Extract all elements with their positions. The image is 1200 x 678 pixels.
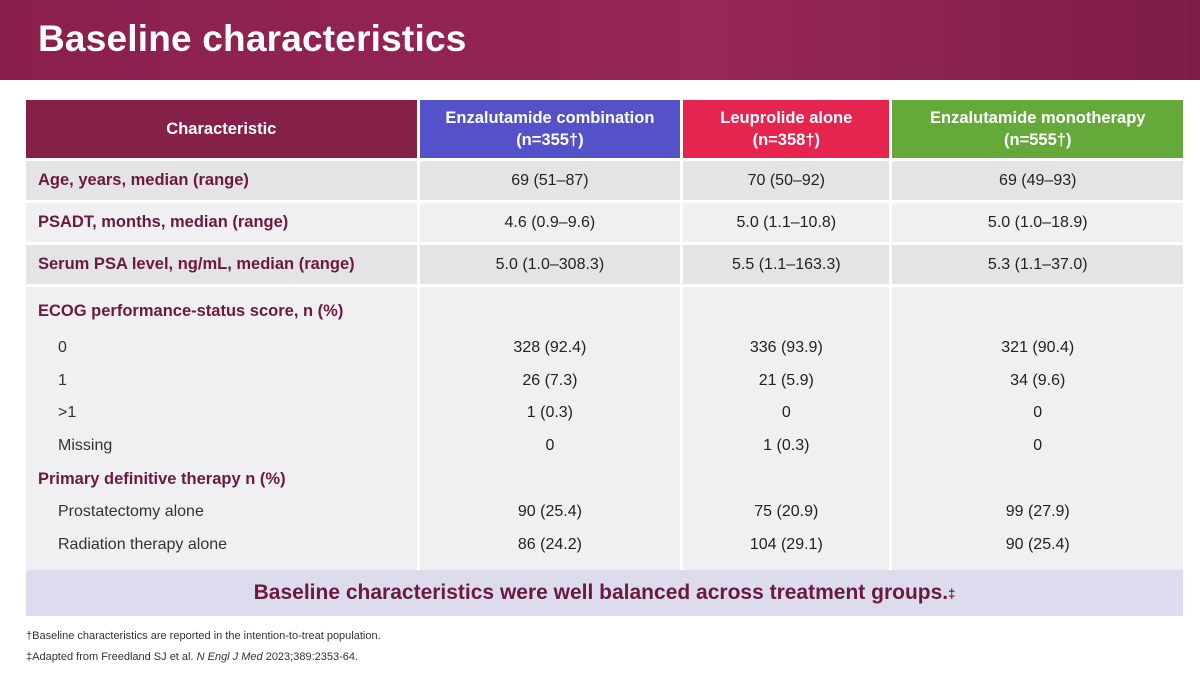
footnote-reference-suffix: 2023;389:2353-64. [262, 651, 359, 663]
cell-leuprolide: 336 (93.9) [683, 332, 890, 365]
header-col2-n: (n=358†) [752, 131, 821, 149]
header-col3-name: Enzalutamide monotherapy [930, 109, 1146, 127]
cell-leuprolide: 5.5 (1.1–163.3) [683, 242, 890, 284]
cell-combination: 1 (0.3) [419, 397, 681, 430]
header-enzalutamide-combination: Enzalutamide combination (n=355†) [419, 100, 681, 158]
table-row-psadt: PSADT, months, median (range) 4.6 (0.9–9… [26, 200, 1183, 242]
table-row-radiation-alone: Radiation therapy alone 86 (24.2) 104 (2… [26, 528, 1183, 561]
cell-leuprolide: 0 [683, 397, 890, 430]
section-label-ecog: ECOG performance-status score, n (%) [26, 284, 417, 332]
cell-combination: 328 (92.4) [419, 332, 681, 365]
header-col1-n: (n=355†) [516, 131, 584, 149]
row-label: Prostatectomy alone [26, 496, 417, 529]
cell-leuprolide: 5.0 (1.1–10.8) [683, 200, 890, 242]
table-header-row: Characteristic Enzalutamide combination … [26, 100, 1183, 158]
table-row-prostatectomy-alone: Prostatectomy alone 90 (25.4) 75 (20.9) … [26, 496, 1183, 529]
footnote-reference: ‡Adapted from Freedland SJ et al. N Engl… [26, 651, 358, 663]
row-label: 0 [26, 332, 417, 365]
title-bar: Baseline characteristics [0, 0, 1200, 80]
conclusion-footnote-mark: ‡ [948, 585, 956, 601]
cell-leuprolide: 21 (5.9) [683, 364, 890, 397]
header-leuprolide-alone: Leuprolide alone (n=358†) [683, 100, 890, 158]
cell-combination: 90 (25.4) [419, 496, 681, 529]
table-row-ecog-0: 0 328 (92.4) 336 (93.9) 321 (90.4) [26, 332, 1183, 365]
header-col2-name: Leuprolide alone [720, 109, 853, 127]
cell-monotherapy: 5.0 (1.0–18.9) [892, 200, 1183, 242]
footnote-journal: N Engl J Med [196, 651, 263, 663]
row-label: 1 [26, 364, 417, 397]
row-label: >1 [26, 397, 417, 430]
baseline-table-container: Characteristic Enzalutamide combination … [26, 100, 1183, 600]
cell-combination: 69 (51–87) [419, 158, 681, 200]
cell-monotherapy: 99 (27.9) [892, 496, 1183, 529]
cell-leuprolide: 75 (20.9) [683, 496, 890, 529]
cell-monotherapy: 90 (25.4) [892, 528, 1183, 561]
baseline-table: Characteristic Enzalutamide combination … [23, 100, 1186, 600]
cell-monotherapy: 34 (9.6) [892, 364, 1183, 397]
footnote-reference-prefix: ‡Adapted from Freedland SJ et al. [26, 651, 197, 663]
cell-monotherapy: 5.3 (1.1–37.0) [892, 242, 1183, 284]
section-header-therapy: Primary definitive therapy n (%) [26, 462, 1183, 496]
header-enzalutamide-monotherapy: Enzalutamide monotherapy (n=555†) [892, 100, 1183, 158]
header-col3-n: (n=555†) [1004, 131, 1072, 149]
table-row-ecog-1: 1 26 (7.3) 21 (5.9) 34 (9.6) [26, 364, 1183, 397]
row-label: Serum PSA level, ng/mL, median (range) [26, 242, 417, 284]
conclusion-banner: Baseline characteristics were well balan… [26, 570, 1183, 616]
row-label: Missing [26, 429, 417, 462]
cell-monotherapy: 321 (90.4) [892, 332, 1183, 365]
row-label: Radiation therapy alone [26, 528, 417, 561]
cell-combination: 26 (7.3) [419, 364, 681, 397]
cell-combination: 4.6 (0.9–9.6) [419, 200, 681, 242]
table-row-ecog-gt1: >1 1 (0.3) 0 0 [26, 397, 1183, 430]
table-row-serum-psa: Serum PSA level, ng/mL, median (range) 5… [26, 242, 1183, 284]
cell-leuprolide: 70 (50–92) [683, 158, 890, 200]
header-characteristic: Characteristic [26, 100, 417, 158]
row-label: Age, years, median (range) [26, 158, 417, 200]
cell-monotherapy: 69 (49–93) [892, 158, 1183, 200]
table-row-ecog-missing: Missing 0 1 (0.3) 0 [26, 429, 1183, 462]
footnote-itt: †Baseline characteristics are reported i… [26, 630, 381, 642]
section-label-therapy: Primary definitive therapy n (%) [26, 462, 417, 496]
header-col1-name: Enzalutamide combination [445, 109, 655, 127]
cell-combination: 5.0 (1.0–308.3) [419, 242, 681, 284]
section-header-ecog: ECOG performance-status score, n (%) [26, 284, 1183, 332]
cell-leuprolide: 1 (0.3) [683, 429, 890, 462]
conclusion-text: Baseline characteristics were well balan… [253, 581, 949, 604]
cell-combination: 0 [419, 429, 681, 462]
cell-combination: 86 (24.2) [419, 528, 681, 561]
row-label: PSADT, months, median (range) [26, 200, 417, 242]
page-title: Baseline characteristics [38, 18, 467, 59]
cell-leuprolide: 104 (29.1) [683, 528, 890, 561]
cell-monotherapy: 0 [892, 397, 1183, 430]
cell-monotherapy: 0 [892, 429, 1183, 462]
table-row-age: Age, years, median (range) 69 (51–87) 70… [26, 158, 1183, 200]
